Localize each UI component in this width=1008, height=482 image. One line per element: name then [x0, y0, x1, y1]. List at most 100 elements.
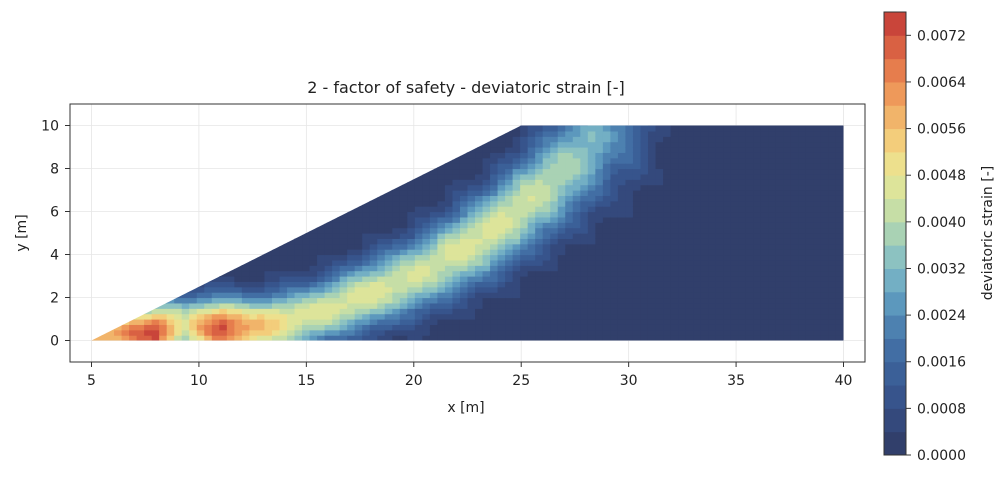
contour-cell — [632, 222, 642, 229]
contour-cell — [497, 179, 506, 186]
contour-cell — [181, 184, 190, 191]
contour-cell — [497, 319, 506, 325]
contour-cell — [595, 308, 604, 315]
contour-cell — [738, 179, 747, 186]
contour-cell — [663, 276, 672, 282]
contour-cell — [632, 179, 642, 186]
contour-cell — [294, 324, 303, 331]
contour-cell — [730, 163, 739, 170]
contour-cell — [114, 168, 123, 175]
contour-cell — [647, 173, 657, 180]
contour-cell — [813, 195, 822, 202]
contour-cell — [347, 238, 356, 245]
contour-cell — [377, 233, 386, 239]
contour-cell — [287, 195, 296, 202]
contour-cell — [828, 297, 837, 304]
contour-cell — [287, 157, 296, 164]
contour-cell — [587, 211, 596, 218]
contour-cell — [693, 259, 702, 266]
contour-cell — [377, 141, 386, 148]
contour-cell — [723, 216, 732, 223]
contour-cell — [384, 216, 393, 223]
contour-cell — [256, 200, 266, 207]
contour-cell — [91, 195, 100, 202]
contour-cell — [106, 286, 115, 293]
contour-cell — [219, 200, 228, 207]
contour-cell — [392, 254, 401, 261]
contour-cell — [783, 254, 792, 261]
contour-cell — [512, 254, 521, 261]
contour-cell — [572, 243, 581, 250]
contour-cell — [745, 141, 754, 148]
contour-cell — [264, 281, 273, 288]
contour-cell — [444, 329, 454, 336]
contour-cell — [422, 313, 431, 320]
contour-cell — [256, 173, 266, 180]
contour-cell — [617, 238, 627, 245]
contour-cell — [407, 286, 416, 293]
contour-cell — [294, 136, 303, 143]
contour-cell — [91, 136, 100, 143]
contour-cell — [144, 254, 153, 261]
contour-cell — [452, 141, 461, 148]
contour-cell — [745, 157, 754, 164]
contour-cell — [775, 125, 784, 132]
contour-cell — [189, 270, 198, 277]
contour-cell — [663, 157, 672, 164]
contour-cell — [452, 238, 461, 245]
contour-cell — [505, 200, 514, 207]
contour-cell — [490, 254, 499, 261]
contour-cell — [813, 130, 822, 137]
contour-cell — [144, 233, 153, 239]
contour-cell — [557, 163, 566, 170]
contour-cell — [610, 136, 619, 143]
contour-cell — [271, 265, 281, 272]
contour-cell — [211, 227, 220, 234]
contour-cell — [249, 292, 258, 299]
contour-cell — [820, 308, 830, 315]
contour-cell — [196, 254, 205, 261]
contour-cell — [204, 286, 213, 293]
colorbar-tick-label: 0.0072 — [917, 28, 966, 44]
contour-cell — [211, 281, 220, 288]
contour-cell — [663, 302, 672, 309]
contour-cell — [647, 163, 657, 170]
contour-cell — [535, 152, 544, 159]
contour-cell — [663, 335, 672, 341]
contour-cell — [339, 195, 348, 202]
contour-cell — [339, 313, 348, 320]
contour-cell — [708, 297, 717, 304]
contour-cell — [610, 249, 619, 256]
contour-cell — [535, 329, 544, 336]
contour-cell — [542, 308, 551, 315]
contour-cell — [249, 265, 258, 272]
contour-cell — [482, 297, 491, 304]
contour-cell — [595, 173, 604, 180]
contour-cell — [587, 233, 596, 239]
contour-cell — [256, 254, 266, 261]
contour-cell — [610, 184, 619, 191]
contour-cell — [550, 276, 559, 282]
contour-cell — [339, 276, 348, 282]
contour-cell — [271, 297, 281, 304]
contour-cell — [271, 125, 281, 132]
contour-cell — [264, 168, 273, 175]
contour-cell — [106, 335, 115, 341]
contour-cell — [655, 270, 664, 277]
contour-cell — [159, 173, 168, 180]
contour-cell — [595, 125, 604, 132]
contour-cell — [542, 254, 551, 261]
contour-cell — [632, 249, 642, 256]
contour-cell — [497, 173, 506, 180]
contour-cell — [753, 168, 762, 175]
contour-cell — [813, 243, 822, 250]
contour-cell — [550, 286, 559, 293]
contour-cell — [414, 324, 423, 331]
contour-cell — [256, 335, 266, 341]
contour-cell — [279, 270, 288, 277]
contour-cell — [723, 125, 732, 127]
contour-cell — [587, 206, 596, 213]
contour-cell — [452, 270, 461, 277]
contour-cell — [512, 276, 521, 282]
contour-cell — [693, 222, 702, 229]
